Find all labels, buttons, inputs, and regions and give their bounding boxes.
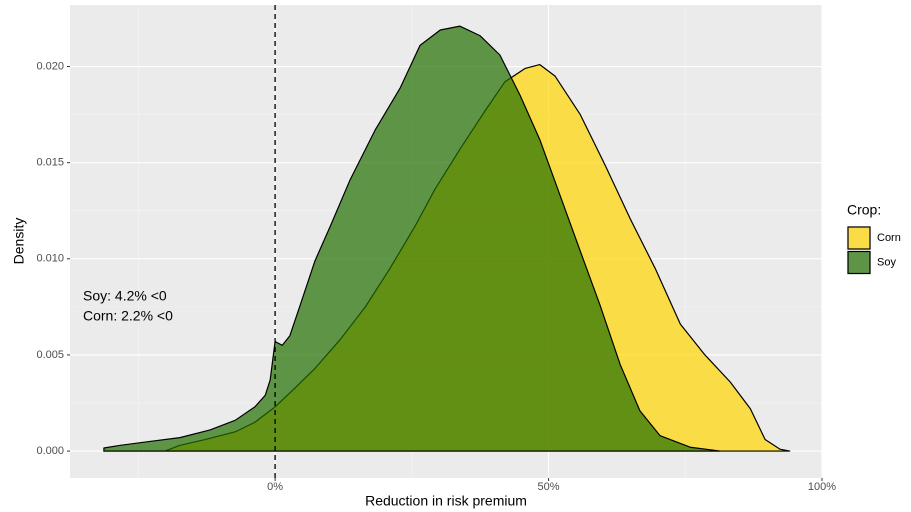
legend-title: Crop: xyxy=(847,202,881,218)
legend-swatch xyxy=(847,226,871,250)
legend-label: Soy xyxy=(877,256,896,268)
annotation: Soy: 4.2% <0 xyxy=(83,288,167,304)
y-tick-label: 0.020 xyxy=(36,60,64,72)
x-tick-label: 0% xyxy=(267,481,283,493)
y-tick-label: 0.015 xyxy=(36,157,64,169)
y-tick-label: 0.005 xyxy=(36,349,64,361)
y-axis-title: Density xyxy=(11,218,27,265)
x-axis-title: Reduction in risk premium xyxy=(365,493,527,509)
x-tick-label: 100% xyxy=(808,481,836,493)
y-tick-label: 0.010 xyxy=(36,253,64,265)
y-tick-label: 0.000 xyxy=(36,445,64,457)
legend-label: Corn xyxy=(877,232,901,244)
x-tick-label: 50% xyxy=(538,481,560,493)
density-area xyxy=(103,25,721,452)
annotation: Corn: 2.2% <0 xyxy=(83,308,173,324)
legend-swatch xyxy=(847,250,871,275)
legend: Corn Soy xyxy=(847,226,901,275)
areas xyxy=(103,25,791,452)
